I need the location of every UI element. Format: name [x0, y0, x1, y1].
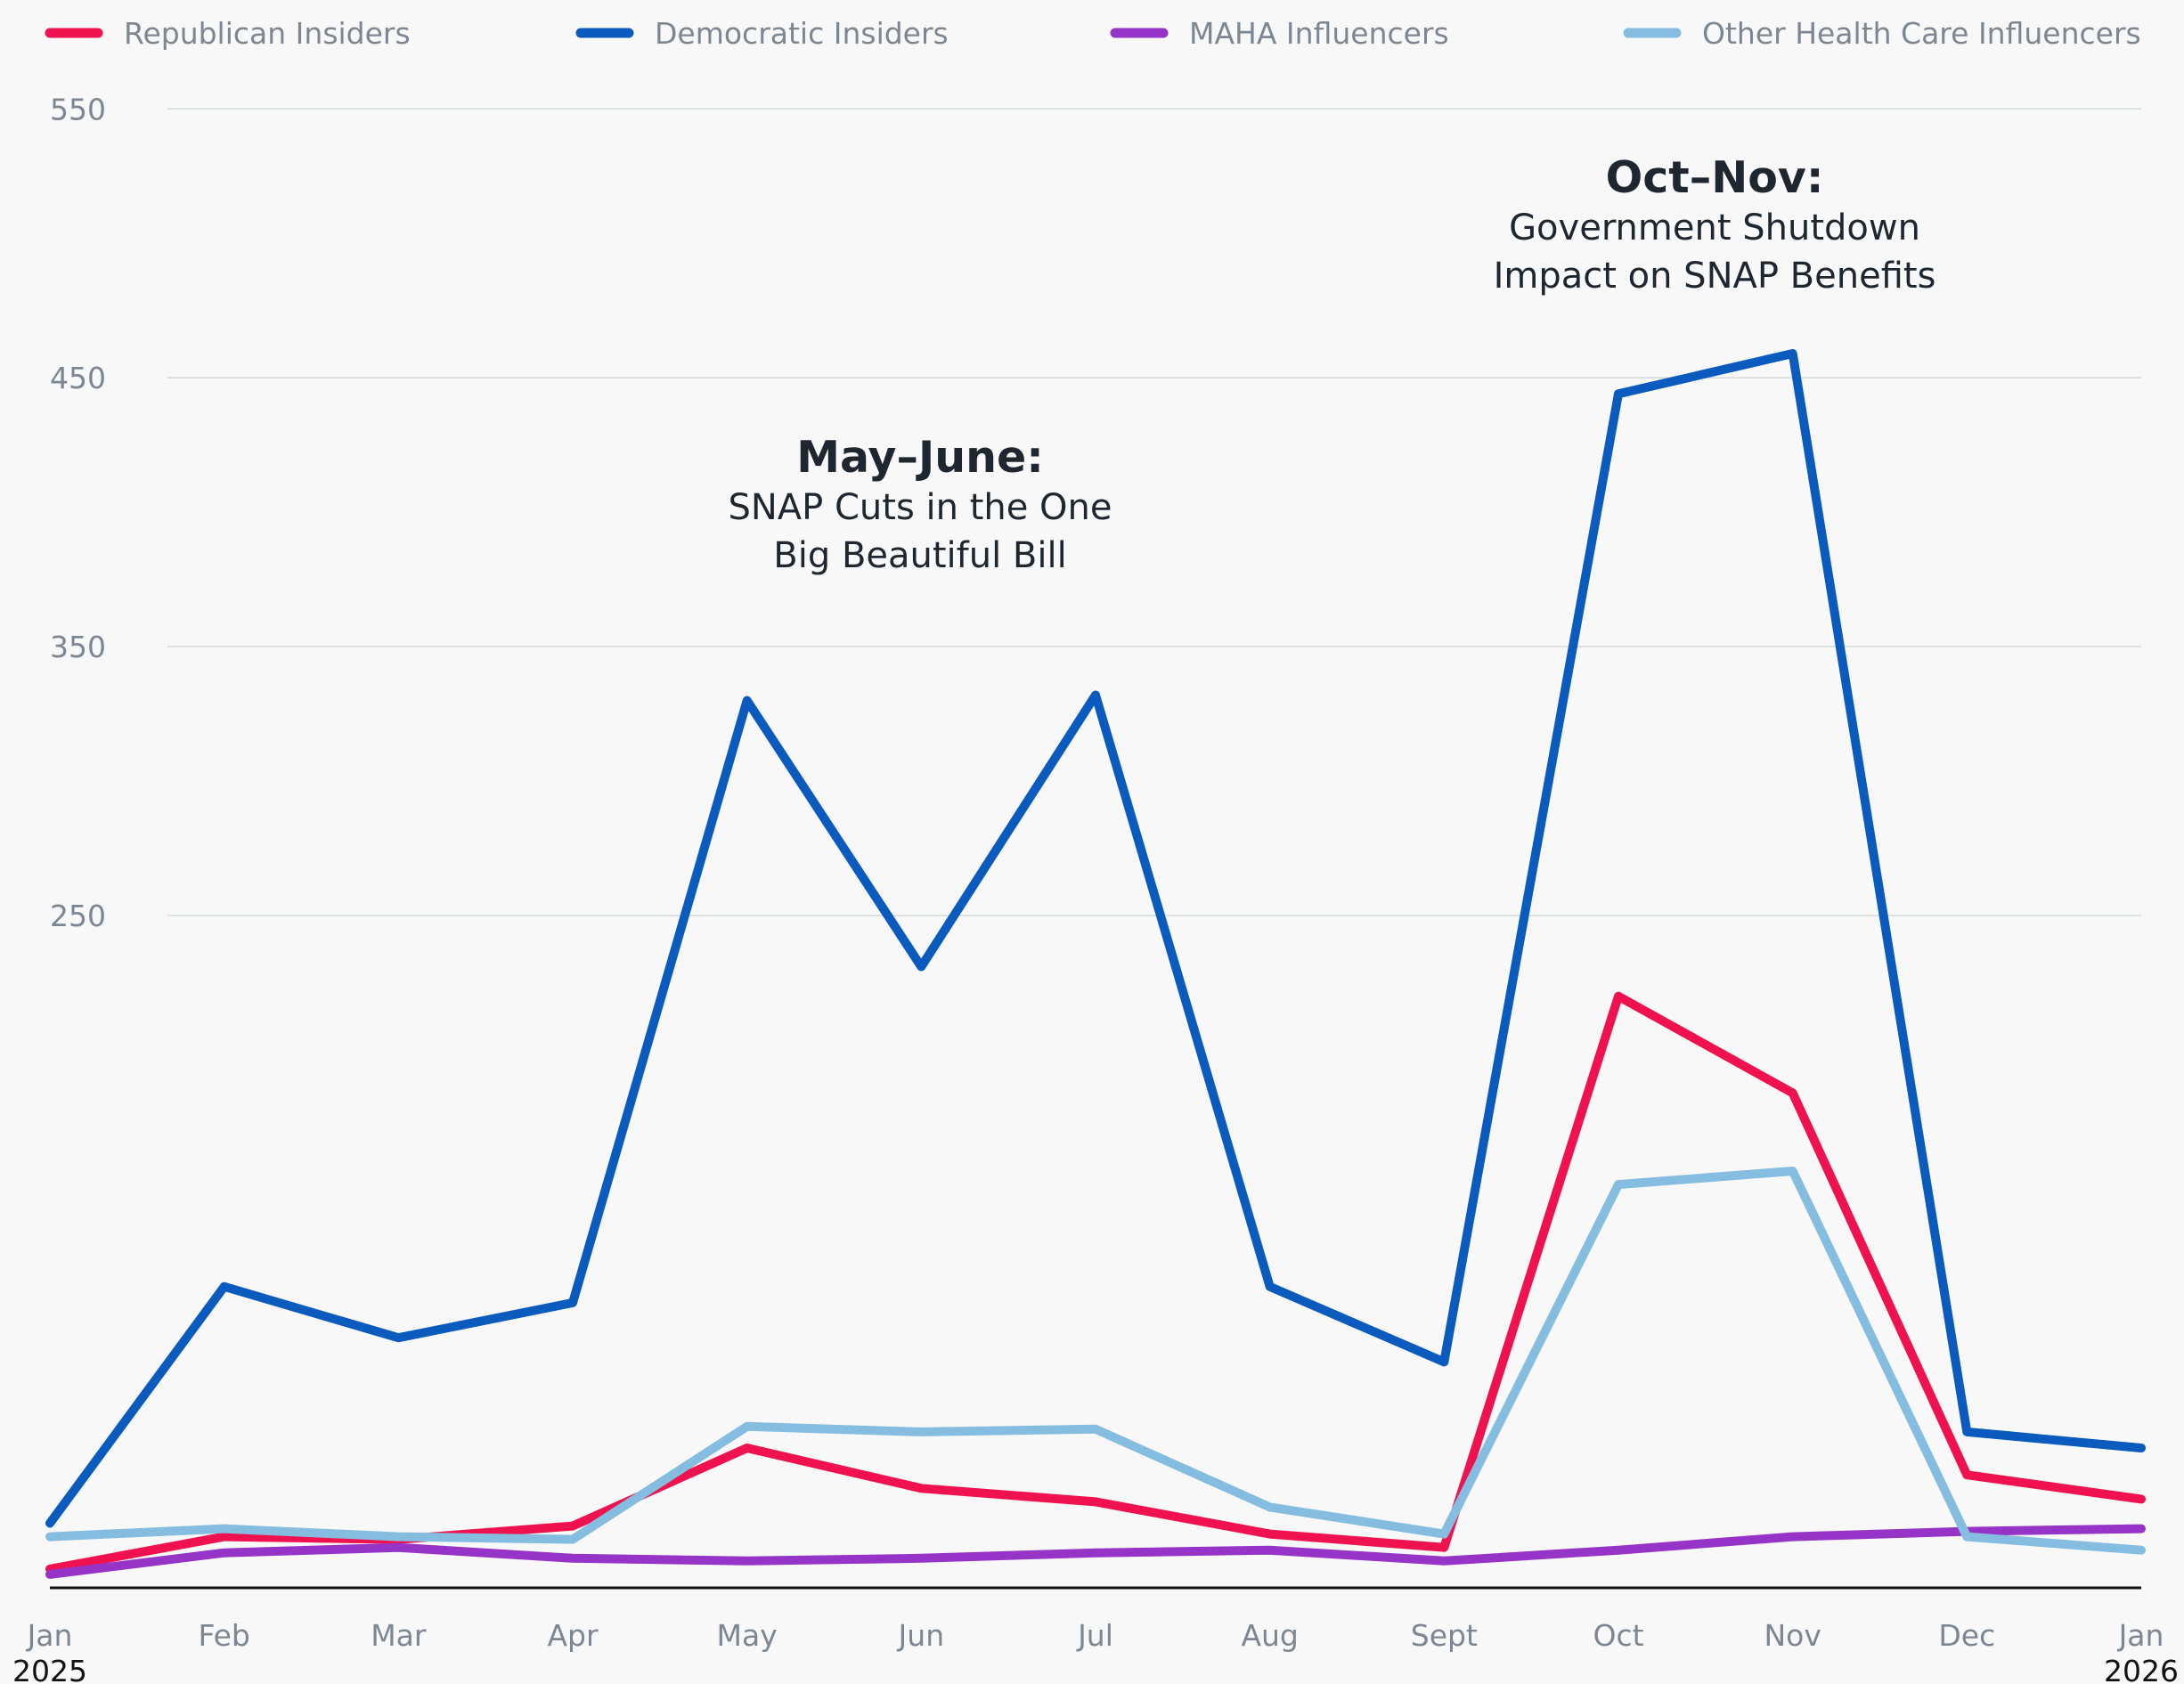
y-tick-label: 350 [50, 630, 106, 664]
x-tick-label: Apr [547, 1618, 599, 1653]
y-axis: 250350450550650 [50, 92, 106, 933]
annotation-title: May–June: [796, 432, 1044, 483]
y-tick-label: 250 [50, 899, 106, 933]
x-tick-label: Jun [897, 1618, 945, 1653]
annotation-title: Oct–Nov: [1606, 152, 1824, 203]
annotation-line: Big Beautiful Bill [773, 535, 1066, 576]
x-tick-label: Nov [1764, 1618, 1821, 1653]
x-tick-label: May [717, 1618, 778, 1653]
legend-label: Democratic Insiders [655, 16, 949, 51]
x-tick-label: Feb [198, 1618, 249, 1653]
annotation-background [1483, 150, 1946, 301]
x-tick-label: Jan [2117, 1618, 2164, 1653]
x-year-label: 2026 [2104, 1654, 2179, 1684]
legend-label: Republican Insiders [124, 16, 411, 51]
x-tick-label: Jan [26, 1618, 73, 1653]
series-line-maha-influencers [45, 1524, 2146, 1579]
x-axis: Jan Feb Mar Apr May Jun Jul Aug Sept Oct Nov Dec Jan… [12, 1618, 2179, 1684]
y-tick-label: 450 [50, 361, 106, 395]
x-tick-label: Dec [1938, 1618, 1995, 1653]
annotation-line: Impact on SNAP Benefits [1494, 256, 1936, 297]
annotation-background [699, 427, 1140, 579]
annotation-line: SNAP Cuts in the One [728, 487, 1112, 528]
x-tick-label: Oct [1593, 1618, 1643, 1653]
x-tick-label: Mar [371, 1618, 427, 1653]
x-year-label: 2025 [12, 1654, 87, 1684]
series-lines [45, 349, 2146, 1579]
x-tick-label: Aug [1241, 1618, 1298, 1653]
legend-label: MAHA Influencers [1189, 16, 1449, 51]
gridlines [167, 108, 2141, 916]
x-tick-label: Jul [1076, 1618, 1113, 1653]
legend-label: Other Health Care Influencers [1702, 16, 2141, 51]
annotation-may-june: May–June: SNAP Cuts in the One Big Beaut… [699, 427, 1140, 579]
annotation-line: Government Shutdown [1509, 207, 1920, 248]
legend: Republican Insiders Democratic Insiders MA… [45, 16, 2141, 51]
x-tick-label: Sept [1411, 1618, 1478, 1653]
y-tick-label: 550 [50, 92, 106, 126]
series-line-other-health-care-influencers [45, 1167, 2146, 1555]
series-line-democratic-insiders [45, 349, 2146, 1528]
series-line-republican-insiders [45, 991, 2146, 1574]
annotation-oct-nov: Oct–Nov: Government Shutdown Impact on S… [1483, 150, 1946, 301]
